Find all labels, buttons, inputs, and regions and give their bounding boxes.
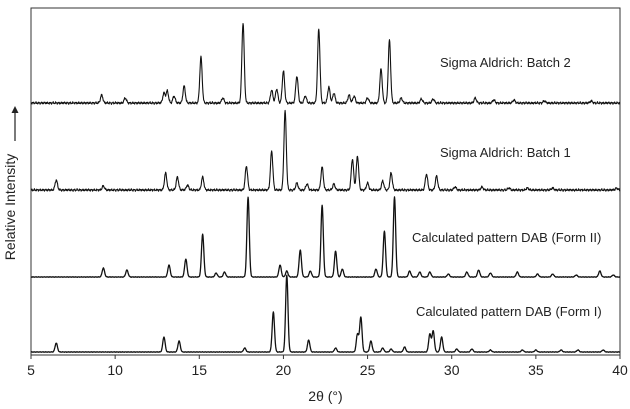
- x-axis-title: 2θ (°): [308, 388, 342, 404]
- x-tick-label: 25: [360, 362, 376, 378]
- series-trace: [30, 109, 621, 192]
- y-axis-arrow-head: [11, 106, 19, 113]
- x-tick-label: 5: [27, 362, 35, 378]
- series-label: Calculated pattern DAB (Form II): [412, 230, 601, 245]
- x-tick-label: 20: [276, 362, 292, 378]
- plot-frame: [30, 7, 621, 356]
- series-trace: [30, 196, 621, 278]
- x-tick-label: 15: [191, 362, 207, 378]
- x-tick-label: 40: [612, 362, 628, 378]
- series-layer: [30, 22, 621, 353]
- x-tick-label: 35: [528, 362, 544, 378]
- y-axis-title: Relative Intensity: [2, 154, 18, 261]
- x-axis-ticks: 5 10 15 20 25 30 35 40: [27, 355, 628, 378]
- y-axis-title-group: Relative Intensity: [2, 106, 19, 260]
- series-label: Sigma Aldrich: Batch 2: [440, 55, 571, 70]
- series-labels: Sigma Aldrich: Batch 2 Sigma Aldrich: Bat…: [412, 55, 602, 319]
- x-tick-label: 10: [107, 362, 123, 378]
- series-trace: [30, 22, 621, 105]
- x-tick-label: 30: [444, 362, 460, 378]
- plot-area-border: [30, 7, 621, 356]
- series-trace: [30, 274, 621, 353]
- series-label: Calculated pattern DAB (Form I): [416, 304, 602, 319]
- series-label: Sigma Aldrich: Batch 1: [440, 145, 571, 160]
